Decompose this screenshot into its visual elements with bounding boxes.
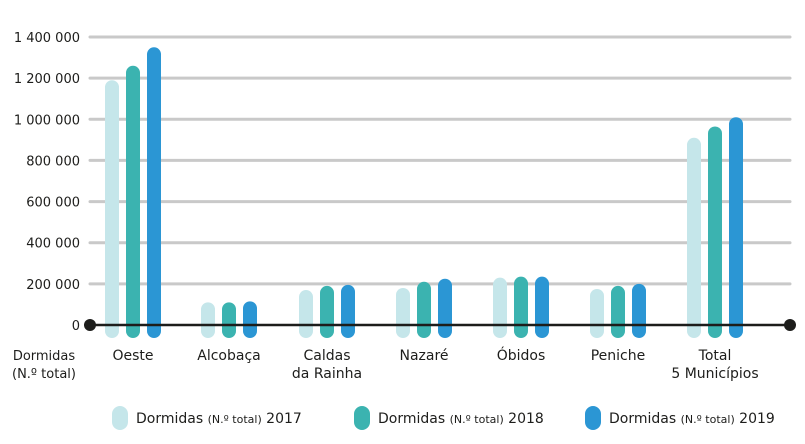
y-axis-title-line: (N.º total)	[12, 367, 76, 382]
bar-2019-1	[243, 301, 257, 338]
legend-series-unit: (N.º total)	[450, 413, 504, 426]
legend-swatch-2019	[585, 406, 601, 430]
bar-2017-6	[687, 137, 701, 338]
legend-swatch-2017	[112, 406, 128, 430]
legend-series-unit: (N.º total)	[681, 413, 735, 426]
x-axis-start-dot	[84, 319, 96, 331]
legend-series-year: 2018	[504, 411, 544, 427]
bars	[105, 47, 743, 339]
category-label: Nazaré	[399, 348, 448, 364]
bar-2017-1	[201, 302, 215, 338]
x-axis	[84, 319, 796, 331]
y-tick-label: 1 200 000	[14, 72, 80, 87]
bar-2019-2	[341, 284, 355, 338]
y-tick-label: 200 000	[26, 278, 80, 293]
category-label: da Rainha	[292, 366, 362, 382]
bar-2019-6	[729, 117, 743, 338]
legend-swatch-2018	[354, 406, 370, 430]
bar-2019-5	[632, 283, 646, 338]
category-label: 5 Municípios	[671, 366, 758, 382]
bar-2017-4	[493, 277, 507, 338]
legend-series-name: Dormidas	[378, 411, 450, 427]
y-tick-label: 1 000 000	[14, 113, 80, 128]
category-label: Peniche	[591, 348, 646, 364]
bar-2017-3	[396, 287, 410, 338]
bar-2017-2	[299, 290, 313, 338]
y-tick-label: 1 400 000	[14, 31, 80, 46]
y-axis-title: Dormidas (N.º total)	[12, 349, 76, 382]
y-tick-label: 0	[72, 319, 80, 334]
bar-2019-3	[438, 278, 452, 338]
y-axis-tick-labels: 0 200 000 400 000 600 000 800 000 1 000 000 1 …	[14, 31, 80, 334]
bar-2017-0	[105, 80, 119, 338]
bar-2019-0	[147, 47, 161, 339]
bar-2018-1	[222, 302, 236, 338]
legend-series-unit: (N.º total)	[208, 413, 262, 426]
legend-label-2017: Dormidas (N.º total) 2017	[136, 411, 302, 427]
y-tick-label: 600 000	[26, 196, 80, 211]
bar-2018-4	[514, 276, 528, 338]
legend-label-2019: Dormidas (N.º total) 2019	[609, 411, 775, 427]
y-axis-title-line: Dormidas	[13, 349, 76, 364]
category-label: Total	[698, 348, 732, 364]
bar-2019-4	[535, 276, 549, 338]
bar-2018-3	[417, 281, 431, 338]
legend-series-year: 2017	[262, 411, 302, 427]
legend: Dormidas (N.º total) 2017 Dormidas (N.º t…	[112, 406, 775, 430]
category-labels: Oeste Alcobaça Caldas da Rainha Nazaré Óbidos…	[112, 346, 758, 382]
category-label: Alcobaça	[197, 348, 260, 364]
bar-2018-6	[708, 126, 722, 338]
y-tick-label: 800 000	[26, 154, 80, 169]
gridlines	[88, 35, 792, 286]
legend-series-name: Dormidas	[136, 411, 208, 427]
bar-2018-0	[126, 65, 140, 339]
legend-series-name: Dormidas	[609, 411, 681, 427]
category-label: Caldas	[303, 348, 350, 364]
category-label: Óbidos	[497, 346, 546, 364]
y-tick-label: 400 000	[26, 237, 80, 252]
bar-2018-5	[611, 285, 625, 338]
x-axis-end-dot	[784, 319, 796, 331]
legend-label-2018: Dormidas (N.º total) 2018	[378, 411, 544, 427]
bar-2018-2	[320, 285, 334, 338]
legend-series-year: 2019	[735, 411, 775, 427]
category-label: Oeste	[112, 348, 153, 364]
bar-2017-5	[590, 289, 604, 338]
